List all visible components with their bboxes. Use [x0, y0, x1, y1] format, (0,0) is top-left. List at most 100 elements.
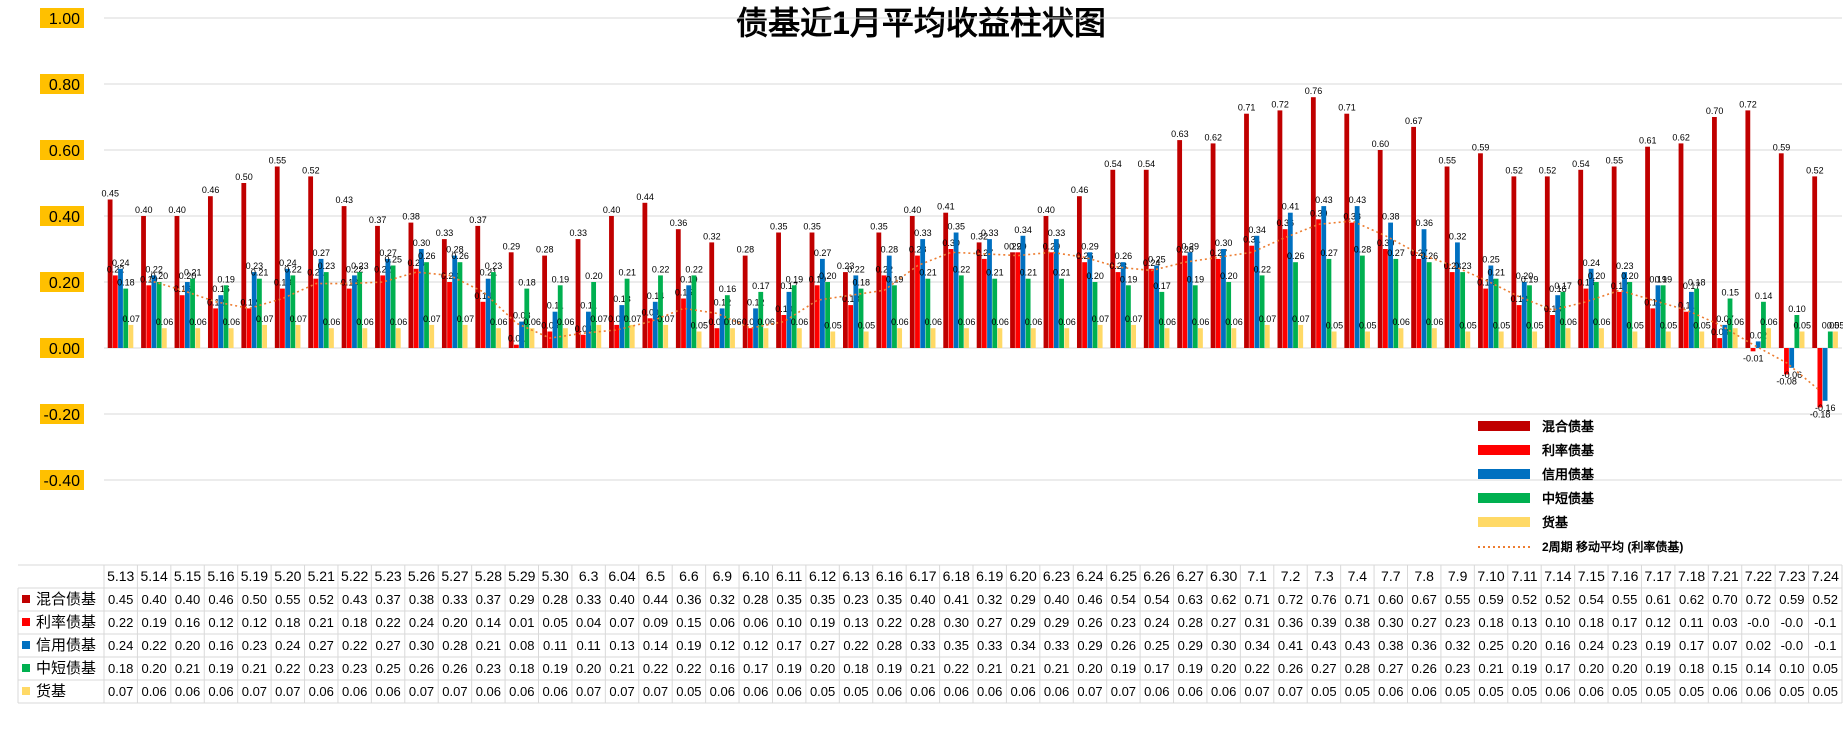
data-label: 0.37 — [469, 215, 487, 225]
table-cell: 0.21 — [1478, 661, 1503, 676]
bar — [1115, 272, 1121, 348]
bar — [1164, 328, 1170, 348]
table-cell: 0.28 — [543, 592, 568, 607]
bar — [1426, 262, 1432, 348]
bar — [1097, 324, 1103, 348]
table-cell: 0.67 — [1412, 592, 1437, 607]
bar — [1359, 255, 1365, 348]
legend-swatch — [1478, 517, 1530, 527]
bar — [1244, 113, 1249, 348]
data-label: 0.40 — [135, 205, 153, 215]
bar — [1544, 176, 1550, 348]
bar — [161, 328, 167, 348]
y-tick-highlight — [40, 272, 84, 292]
data-label: 0.07 — [1125, 314, 1143, 324]
data-label: 0.18 — [274, 278, 292, 288]
table-cell: 0.28 — [877, 638, 902, 653]
table-cell: 0.71 — [1345, 592, 1370, 607]
table-cell: 0.06 — [309, 684, 334, 699]
bar — [1655, 285, 1661, 348]
table-cell: 0.20 — [1512, 638, 1537, 653]
table-cell: 0.06 — [710, 684, 735, 699]
data-label: 0.06 — [791, 317, 809, 327]
bar — [825, 282, 830, 348]
bar — [184, 282, 190, 348]
data-label: 0.27 — [312, 248, 330, 258]
table-cell: 0.17 — [1144, 661, 1169, 676]
table-category-label: 6.11 — [776, 568, 802, 584]
data-label: 0.34 — [1248, 225, 1266, 235]
bar — [280, 288, 285, 348]
bar — [118, 268, 123, 348]
data-label: 0.07 — [624, 314, 642, 324]
bar — [1611, 166, 1617, 348]
table-cell: 0.33 — [977, 638, 1002, 653]
data-label: 0.19 — [140, 274, 158, 284]
data-label: 0.07 — [590, 314, 608, 324]
table-cell: 0.37 — [476, 592, 501, 607]
bar — [1393, 258, 1399, 348]
data-label: 0.05 — [1526, 321, 1544, 331]
bar — [308, 176, 314, 348]
bar — [987, 239, 992, 348]
bar — [1488, 265, 1494, 348]
bar — [452, 255, 458, 348]
table-cell: 0.05 — [1612, 684, 1637, 699]
table-cell: 0.27 — [375, 638, 400, 653]
data-label: 0.04 — [575, 324, 593, 334]
table-cell: 0.25 — [1144, 638, 1169, 653]
bar — [1082, 262, 1087, 348]
data-label: 0.30 — [1215, 238, 1233, 248]
bar — [948, 249, 954, 348]
data-label: 0.19 — [809, 274, 827, 284]
data-label: 0.14 — [474, 291, 492, 301]
bar — [591, 282, 597, 348]
table-cell: 0.19 — [877, 661, 902, 676]
table-cell: 0.21 — [977, 661, 1002, 676]
data-label: 0.29 — [503, 241, 521, 251]
bar — [809, 232, 815, 348]
data-label: 0.54 — [1138, 159, 1156, 169]
bar — [1699, 331, 1705, 348]
table-cell: 0.40 — [910, 592, 935, 607]
data-label: 0.06 — [1727, 317, 1745, 327]
data-label: 0.16 — [174, 284, 192, 294]
table-series-swatch — [22, 595, 30, 603]
bar — [1182, 255, 1188, 348]
table-category-label: 5.23 — [374, 568, 401, 584]
bar — [691, 275, 697, 348]
table-category-label: 7.16 — [1611, 568, 1638, 584]
data-label: 0.33 — [1048, 228, 1066, 238]
table-cell: 0.19 — [141, 615, 166, 630]
bar — [1010, 252, 1015, 348]
data-label: 0.29 — [1043, 241, 1061, 251]
table-cell: 0.52 — [1545, 592, 1570, 607]
table-cell: -0.0 — [1781, 615, 1803, 630]
bar — [1812, 176, 1818, 348]
table-cell: 0.30 — [944, 615, 969, 630]
data-label: 0.26 — [418, 251, 436, 261]
table-cell: 0.12 — [1646, 615, 1671, 630]
data-label: 0.62 — [1672, 132, 1690, 142]
table-cell: 0.19 — [1646, 638, 1671, 653]
table-cell: 0.34 — [1244, 638, 1269, 653]
table-category-label: 7.22 — [1745, 568, 1772, 584]
table-cell: 0.22 — [843, 638, 868, 653]
data-label: 0.05 — [691, 321, 709, 331]
table-cell: 0.23 — [843, 592, 868, 607]
bar — [490, 272, 496, 348]
table-cell: 0.06 — [1178, 684, 1203, 699]
bar — [524, 288, 530, 348]
table-cell: 0.21 — [1010, 661, 1035, 676]
table-cell: 0.33 — [576, 592, 601, 607]
bar — [190, 278, 195, 348]
table-cell: 0.29 — [509, 592, 534, 607]
table-cell: 0.27 — [1311, 661, 1336, 676]
data-label: 0.19 — [1649, 274, 1667, 284]
data-label: 0.07 — [1092, 314, 1110, 324]
table-cell: 0.33 — [442, 592, 467, 607]
table-category-label: 6.18 — [943, 568, 970, 584]
table-cell: 0.07 — [1111, 684, 1136, 699]
bar — [976, 242, 982, 348]
y-tick-highlight — [40, 338, 84, 358]
